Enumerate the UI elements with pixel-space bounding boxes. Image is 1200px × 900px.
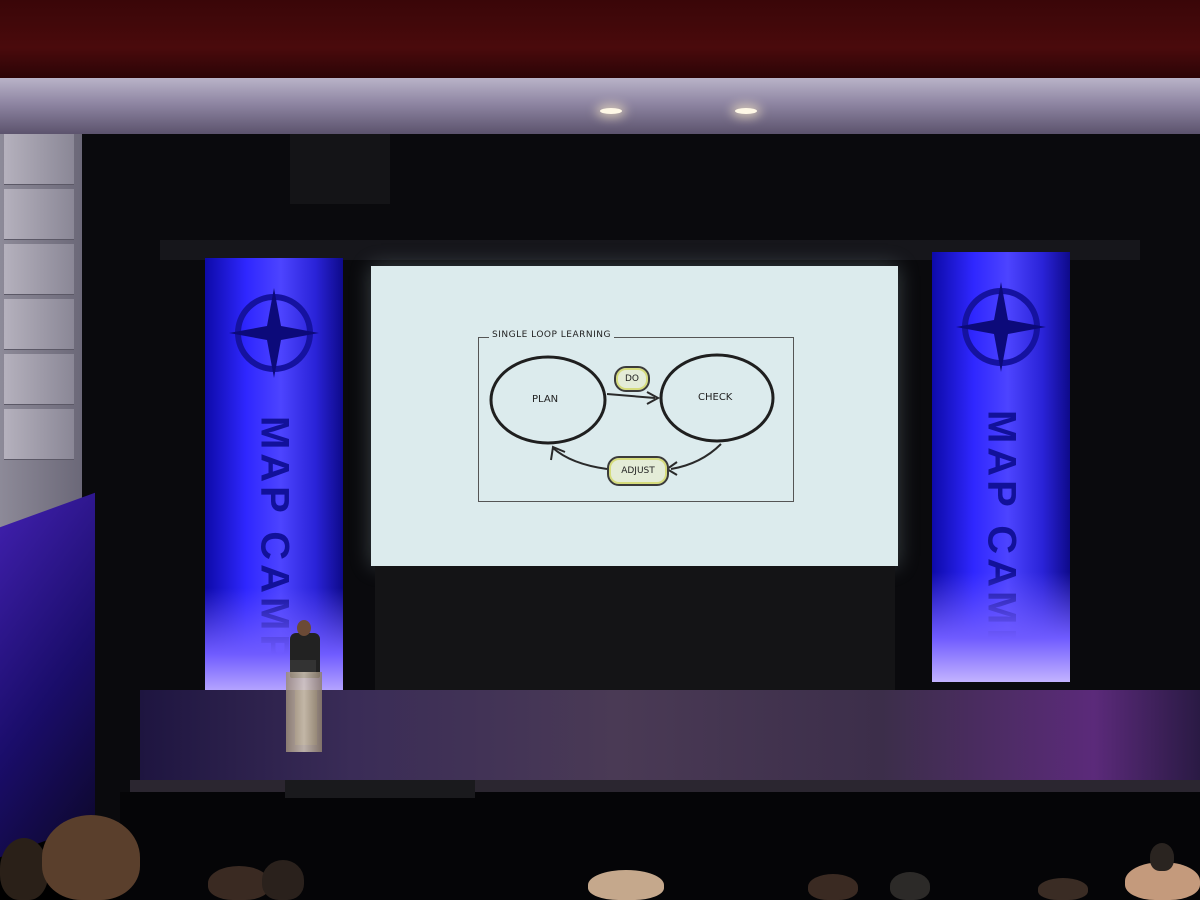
wall-panel [4,134,74,185]
ceiling [0,0,1200,80]
speaker-head [297,620,311,636]
adjust-label: ADJUST [621,466,655,476]
check-label: CHECK [698,392,733,403]
left-wall-glow [0,492,95,858]
loop-diagram [489,353,775,476]
do-label: DO [624,374,639,384]
banner-left: MAP CAMP [205,258,343,698]
wall-panel [4,244,74,295]
audience-member [262,860,304,900]
slide-title: SINGLE LOOP LEARNING [489,330,614,340]
audience-member [42,815,140,900]
ceiling-light [600,108,622,114]
projection-screen: SINGLE LOOP LEARNING PLAN CHECK DO ADJUS… [371,266,898,566]
audience-member [1150,843,1174,871]
floor-monitor [285,780,475,798]
arrowhead [550,445,566,461]
plan-label: PLAN [532,394,559,405]
audience-member [890,872,930,900]
wall-panel [4,354,74,405]
compass-icon [229,288,319,378]
lectern [286,672,322,752]
audience-member [808,874,858,900]
wall-panel [4,299,74,350]
arrowhead [646,391,661,405]
audience-member [0,838,48,900]
speaker-cabinet [290,134,390,204]
do-arrow [606,393,656,399]
audience-member [208,866,270,900]
check-circle [659,353,775,443]
audience-member [1038,878,1088,900]
adjust-pill: ADJUST [607,456,669,486]
laptop [290,660,316,674]
ceiling-soffit [0,78,1200,134]
wall-panel [4,409,74,460]
banner-right: MAP CAMP [932,252,1070,682]
banner-glow [932,572,1070,682]
do-pill: DO [614,366,650,392]
adjust-arrow-in [670,443,722,470]
wall-panel [4,189,74,240]
plan-circle [489,355,607,445]
stage-valance [160,240,1140,260]
screen-backdrop [375,566,895,694]
ceiling-light [735,108,757,114]
audience-member [588,870,664,900]
slide-frame [478,337,794,502]
compass-icon [956,282,1046,372]
banner-glow [205,588,343,698]
adjust-arrow-out [552,447,608,470]
